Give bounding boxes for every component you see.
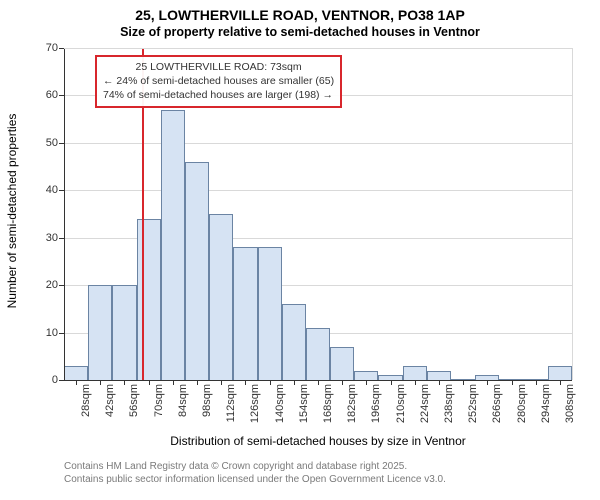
footer-line: Contains HM Land Registry data © Crown c…	[64, 460, 446, 473]
top-axis-line	[64, 48, 572, 49]
x-tick-label: 42sqm	[104, 380, 116, 417]
x-tick-label: 98sqm	[201, 380, 213, 417]
histogram-bar	[548, 366, 572, 380]
histogram-bar	[403, 366, 427, 380]
x-tick-label: 196sqm	[370, 380, 382, 423]
annotation-line: 25 LOWTHERVILLE ROAD: 73sqm	[103, 60, 334, 74]
histogram-bar	[137, 219, 161, 380]
histogram-bar	[64, 366, 88, 380]
histogram-bar	[88, 285, 112, 380]
y-axis-line	[64, 48, 65, 380]
chart-container: 25, LOWTHERVILLE ROAD, VENTNOR, PO38 1AP…	[0, 0, 600, 500]
x-tick-label: 266sqm	[491, 380, 503, 423]
chart-title: 25, LOWTHERVILLE ROAD, VENTNOR, PO38 1AP	[0, 0, 600, 24]
x-tick-label: 182sqm	[346, 380, 358, 423]
chart-subtitle: Size of property relative to semi-detach…	[0, 24, 600, 40]
x-tick-label: 112sqm	[225, 380, 237, 422]
histogram-bar	[161, 110, 185, 380]
histogram-bar	[209, 214, 233, 380]
x-axis-line	[64, 380, 572, 381]
x-tick-label: 70sqm	[153, 380, 165, 417]
annotation-line: 74% of semi-detached houses are larger (…	[103, 88, 334, 102]
histogram-bar	[282, 304, 306, 380]
x-tick-label: 238sqm	[443, 380, 455, 423]
annotation-box: 25 LOWTHERVILLE ROAD: 73sqm← 24% of semi…	[95, 55, 342, 108]
right-axis-line	[572, 48, 573, 380]
x-tick-label: 210sqm	[395, 380, 407, 423]
x-tick-label: 154sqm	[298, 380, 310, 423]
x-tick-label: 84sqm	[177, 380, 189, 417]
footer-attribution: Contains HM Land Registry data © Crown c…	[64, 460, 446, 486]
x-tick-label: 168sqm	[322, 380, 334, 423]
footer-line: Contains public sector information licen…	[64, 473, 446, 486]
histogram-bar	[185, 162, 209, 380]
histogram-bar	[330, 347, 354, 380]
histogram-bar	[233, 247, 257, 380]
gridline	[64, 190, 572, 191]
x-tick-label: 140sqm	[274, 380, 286, 423]
x-tick-label: 28sqm	[80, 380, 92, 417]
histogram-bar	[306, 328, 330, 380]
gridline	[64, 143, 572, 144]
x-tick-label: 126sqm	[249, 380, 261, 423]
histogram-bar	[258, 247, 282, 380]
annotation-line: ← 24% of semi-detached houses are smalle…	[103, 74, 334, 88]
x-tick-label: 280sqm	[516, 380, 528, 423]
x-tick-label: 56sqm	[128, 380, 140, 417]
x-tick-label: 252sqm	[467, 380, 479, 423]
x-tick-label: 224sqm	[419, 380, 431, 423]
x-tick-label: 308sqm	[564, 380, 576, 423]
x-tick-label: 294sqm	[540, 380, 552, 423]
histogram-bar	[112, 285, 136, 380]
y-axis-label: Number of semi-detached properties	[5, 111, 19, 311]
x-axis-label: Distribution of semi-detached houses by …	[64, 434, 572, 448]
histogram-bar	[354, 371, 378, 380]
histogram-bar	[427, 371, 451, 380]
